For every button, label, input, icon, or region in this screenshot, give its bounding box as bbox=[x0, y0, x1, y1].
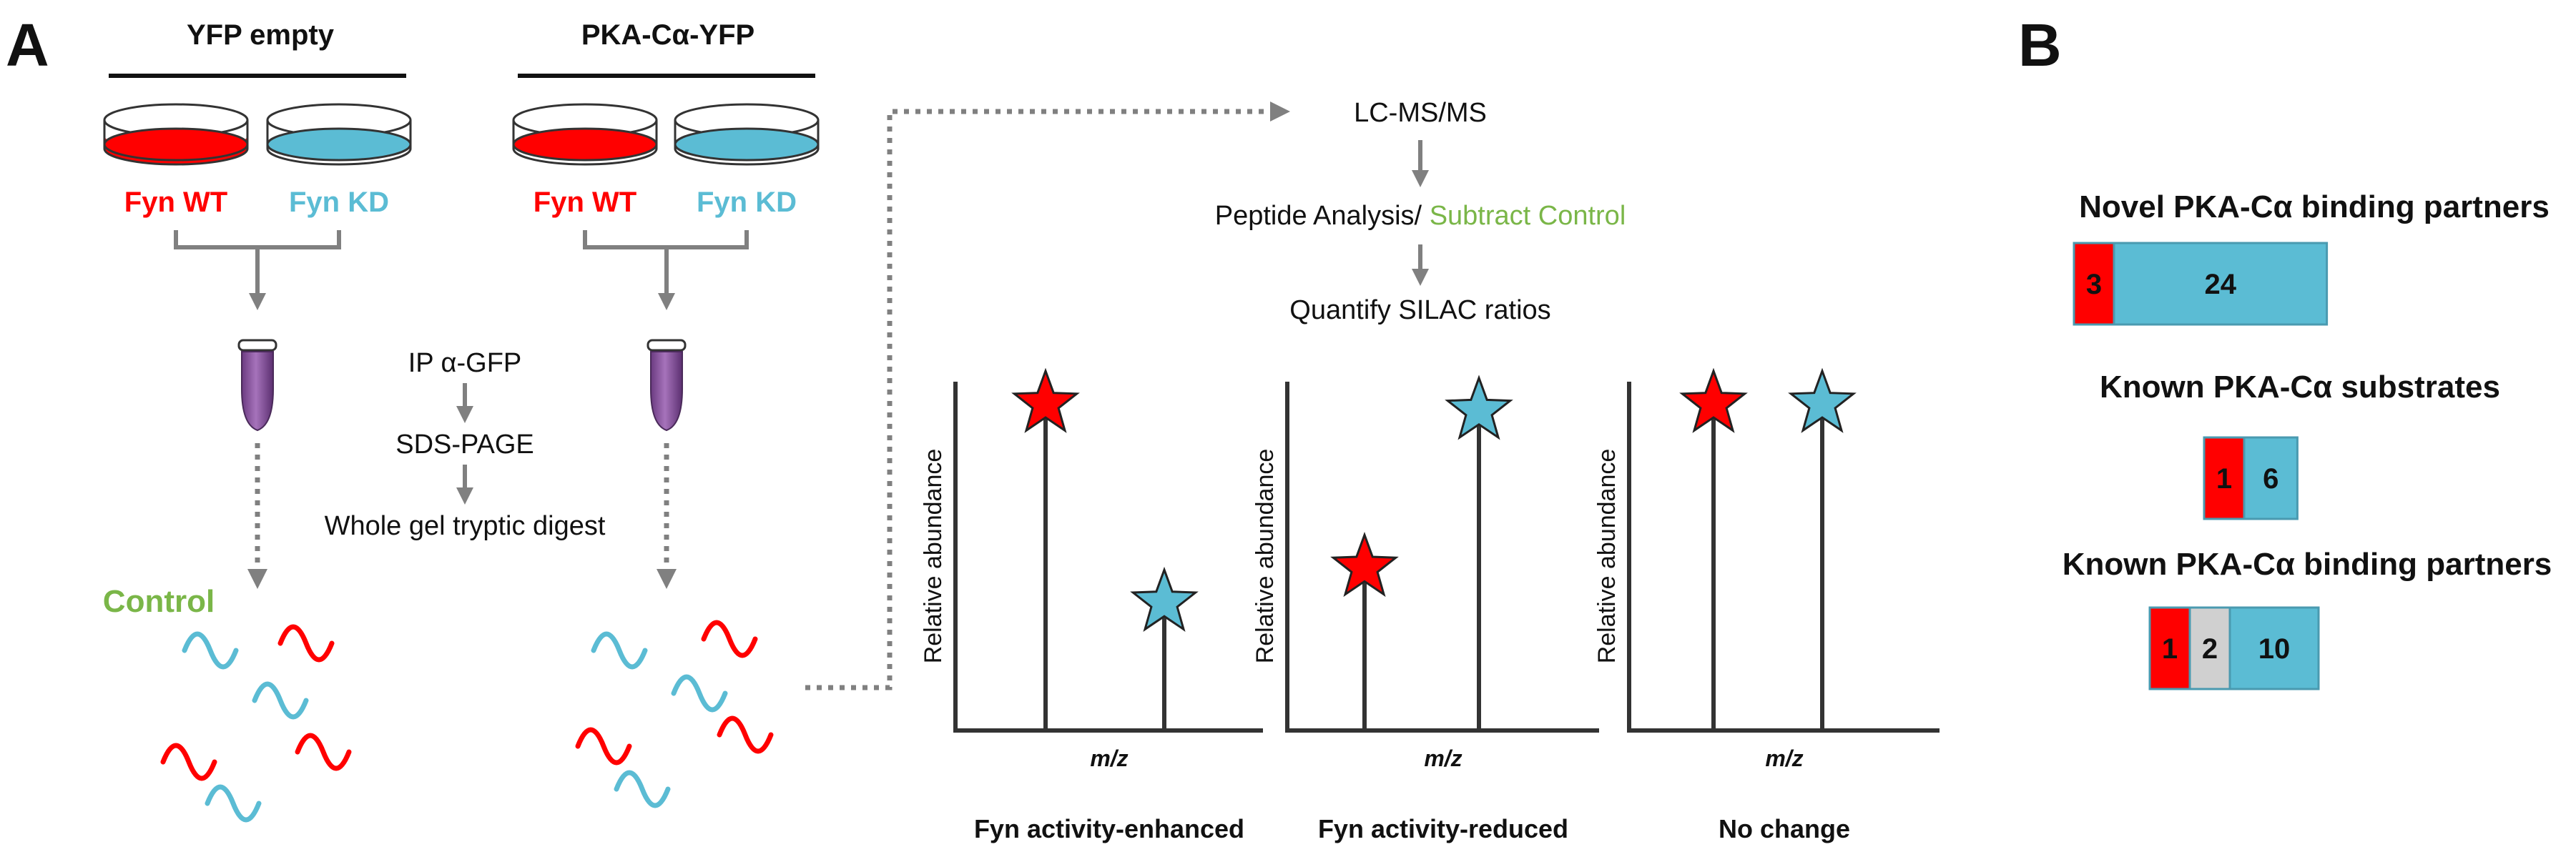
peptide-fragments-sample bbox=[578, 623, 771, 806]
petri-dish-wt bbox=[103, 103, 249, 166]
spectrum-plot: Relative abundance m/z No change bbox=[1593, 367, 1940, 843]
step-sds-page: SDS-PAGE bbox=[395, 430, 534, 460]
bar-segment bbox=[2188, 606, 2231, 690]
panel-a-label: A bbox=[6, 11, 49, 79]
blue-peak-star bbox=[1130, 566, 1199, 632]
analysis-highlight: Subtract Control bbox=[1430, 201, 1626, 231]
petri-dish-kd bbox=[266, 103, 412, 166]
spectrum-axes bbox=[1285, 382, 1599, 733]
stacked-bar-group: Known PKA-Cα substrates 1 6 bbox=[2100, 370, 2500, 520]
tube-icon bbox=[237, 339, 277, 432]
spectrum-plot: Relative abundance m/z Fyn activity-enhanc… bbox=[920, 367, 1263, 843]
label-fyn-kd: Fyn KD bbox=[289, 187, 389, 218]
merge-bracket bbox=[174, 230, 341, 302]
label-fyn-wt: Fyn WT bbox=[534, 187, 636, 218]
bar-segment-label: 1 bbox=[2162, 633, 2178, 665]
workflow-steps-right: LC-MS/MS Peptide Analysis/ Subtract Cont… bbox=[1215, 98, 1626, 325]
group-title: YFP empty bbox=[187, 19, 335, 51]
bar-segment-label: 1 bbox=[2216, 463, 2232, 495]
group-yfp-empty: YFP empty Fyn WT Fyn KD Control bbox=[103, 19, 412, 820]
peptide-fragments-control bbox=[163, 627, 349, 820]
spectrum-xlabel: m/z bbox=[1090, 745, 1128, 771]
step-quantify: Quantify SILAC ratios bbox=[1289, 295, 1550, 325]
group-title: PKA-Cα-YFP bbox=[581, 19, 754, 51]
red-peak-star bbox=[1011, 367, 1080, 433]
panel-b-label: B bbox=[2018, 11, 2062, 79]
bar-segment bbox=[2073, 242, 2115, 326]
workflow-steps-middle: IP α-GFP SDS-PAGE Whole gel tryptic dige… bbox=[325, 348, 606, 541]
blue-peak-star bbox=[1788, 367, 1857, 433]
bar-segment bbox=[2113, 242, 2329, 326]
step-lcms: LC-MS/MS bbox=[1354, 98, 1487, 128]
label-fyn-wt: Fyn WT bbox=[124, 187, 227, 218]
spectrum-xlabel: m/z bbox=[1765, 745, 1803, 771]
bar-segment bbox=[2243, 436, 2299, 520]
bar-segment-label: 2 bbox=[2202, 633, 2218, 665]
spectrum-plot: Relative abundance m/z Fyn activity-reduce… bbox=[1252, 375, 1599, 843]
spectrum-xlabel: m/z bbox=[1424, 745, 1462, 771]
bar-segment-label: 6 bbox=[2263, 463, 2278, 495]
bar-segment-label: 10 bbox=[2258, 633, 2291, 665]
merge-bracket bbox=[583, 230, 749, 302]
blue-peak-star bbox=[1445, 375, 1513, 440]
label-fyn-kd: Fyn KD bbox=[697, 187, 797, 218]
step-peptide-analysis: Peptide Analysis/ Subtract Control bbox=[1215, 201, 1626, 231]
spectrum-caption: Fyn activity-enhanced bbox=[974, 814, 1244, 843]
bar-segment bbox=[2203, 436, 2246, 520]
petri-dish-kd bbox=[674, 103, 820, 166]
stacked-bar-group: Novel PKA-Cα binding partners 3 24 bbox=[2073, 189, 2550, 326]
spectrum-ylabel: Relative abundance bbox=[920, 449, 947, 664]
bar-title: Known PKA-Cα binding partners bbox=[2063, 547, 2552, 582]
petri-dish-wt bbox=[512, 103, 658, 166]
stacked-bar-group: Known PKA-Cα binding partners 1 2 10 bbox=[2063, 547, 2552, 690]
spectrum-axes bbox=[953, 382, 1263, 733]
red-peak-star bbox=[1330, 532, 1399, 598]
bar-segment-label: 3 bbox=[2086, 269, 2102, 300]
group-pka-yfp: PKA-Cα-YFP Fyn WT Fyn KD bbox=[512, 19, 820, 806]
spectrum-caption: No change bbox=[1719, 814, 1850, 843]
spectrum-ylabel: Relative abundance bbox=[1252, 449, 1279, 664]
bar-title: Known PKA-Cα substrates bbox=[2100, 370, 2500, 405]
spectrum-axes bbox=[1627, 382, 1940, 733]
tube-icon bbox=[647, 339, 687, 432]
step-digest: Whole gel tryptic digest bbox=[325, 511, 606, 541]
analysis-prefix: Peptide Analysis/ bbox=[1215, 201, 1430, 231]
control-label: Control bbox=[103, 584, 215, 619]
red-peak-star bbox=[1679, 367, 1748, 433]
spectrum-ylabel: Relative abundance bbox=[1593, 449, 1621, 664]
panel-b-bars: Novel PKA-Cα binding partners 3 24 Known PK… bbox=[2063, 189, 2552, 690]
step-ip: IP α-GFP bbox=[408, 348, 522, 378]
spectrum-caption: Fyn activity-reduced bbox=[1318, 814, 1568, 843]
bar-title: Novel PKA-Cα binding partners bbox=[2079, 189, 2550, 224]
bar-segment bbox=[2228, 606, 2320, 690]
bar-segment-label: 24 bbox=[2205, 269, 2237, 300]
spectra: Relative abundance m/z Fyn activity-enhanc… bbox=[920, 367, 1940, 843]
